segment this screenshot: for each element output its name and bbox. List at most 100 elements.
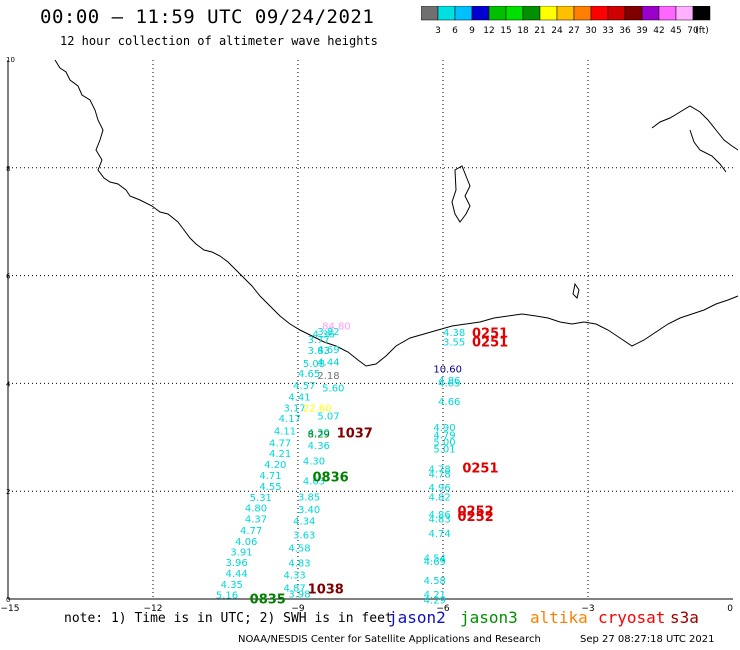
color-scale-bar: 3 6 9 12 15 18 21 24 27 30 33 36 39 42 45 70(ft) [421,6,711,36]
wave-height-point: 5.31 [250,493,272,504]
wave-height-point: 4.90 [433,423,455,434]
wave-height-point: 2.18 [317,371,339,382]
wave-height-point: 4.71 [259,471,281,482]
wave-height-point: 4.58 [288,544,310,555]
x-tick-label: −12 [144,604,163,614]
wave-height-point: 4.78 [429,464,451,475]
wave-height-point: 3.98 [288,589,310,600]
wave-height-point: 4.86 [429,510,451,521]
wave-height-point: 4.06 [235,537,257,548]
wave-height-point: 4.30 [303,456,325,467]
wave-height-point: 4.41 [288,393,310,404]
coastline-island-a [451,165,471,223]
wave-height-point: 3.55 [443,338,465,349]
legend-item-s3a: s3a [670,608,699,627]
coastline-main [54,59,739,367]
wave-height-point: 4.17 [279,414,301,425]
chart-title: 00:00 – 11:59 UTC 09/24/2021 [40,6,375,28]
wave-height-point: 4.35 [221,580,243,591]
y-tick-label: 6 [6,273,11,281]
colorbar-label: 45 [670,26,681,36]
colorbar-label: 12 [483,26,494,36]
wave-height-point: 4.11 [274,427,296,438]
data-points: 4.363.774.693.834.445.084.655.604.574.41… [216,322,508,608]
legend-item-jason2: jason2 [388,608,446,627]
y-tick-label: 2 [6,488,10,496]
chart-axes [7,60,733,600]
wave-height-point: 4.30 [308,428,330,439]
colorbar-label: 30 [585,26,597,36]
pass-time-label: 1038 [308,583,344,598]
wave-height-point: 3.96 [226,558,248,569]
x-tick-label: −6 [436,604,450,614]
pass-time-label: 0251 [462,461,498,476]
wave-height-point: 4.87 [284,583,306,594]
wave-height-point: 4.65 [298,369,320,380]
wave-height-point: 4.54 [424,553,446,564]
colorbar-label: 27 [568,26,579,36]
colorbar-label: 6 [452,26,458,36]
y-tick-label: 0 [6,596,10,604]
wave-height-point: 3.82 [317,327,339,338]
pass-time-label: 1037 [337,426,373,441]
coastline-island-b [651,105,739,173]
pass-time-label: 0251 [472,336,508,351]
wave-height-point: 4.77 [269,438,291,449]
wave-height-point: 4.29 [424,595,446,606]
wave-height-point: 4.65 [438,379,460,390]
colorbar-label: 42 [653,26,664,36]
colorbar-label: 36 [619,26,631,36]
wave-height-point: 8.29 [308,429,330,440]
wave-height-point: 4.55 [259,482,281,493]
wave-height-point: 3.91 [230,547,252,558]
wave-height-point: 4.58 [424,576,446,587]
pass-time-label: 0252 [458,510,494,525]
x-tick-label: −3 [581,604,594,614]
wave-height-point: 4.83 [429,514,451,525]
wave-height-point: 4.37 [245,514,267,525]
wave-height-point: 5.07 [317,412,339,423]
y-tick-label: 10 [6,56,15,64]
pass-time-label: 0251 [472,327,508,342]
chart-grid [8,60,733,599]
colorbar-label: 39 [636,26,648,36]
wave-height-point: 3.17 [284,403,306,414]
wave-height-point: 3.40 [298,505,320,516]
wave-height-point: 4.79 [433,430,455,441]
wave-height-point: 4.96 [429,483,451,494]
colorbar-cell [692,6,711,21]
x-tick-label: 0 [727,604,733,614]
colorbar-label: 24 [551,26,563,36]
wave-height-point: 4.82 [429,492,451,503]
wave-height-point: 4.77 [240,526,262,537]
wave-height-point: 4.66 [438,397,460,408]
wave-height-point: 22.60 [303,403,332,414]
footer-note: note: 1) Time is in UTC; 2) SWH is in fe… [64,611,393,626]
wave-height-point: 4.83 [288,559,310,570]
wave-height-point: 4.36 [313,330,335,341]
wave-height-point: 4.21 [269,449,291,460]
colorbar-label: 21 [534,26,545,36]
tick-labels: −15 −12 −9 −6 −3 0 0 2 4 6 8 10 [1,56,734,614]
timestamp-text: Sep 27 08:27:18 UTC 2021 [580,634,715,645]
wave-height-point: 3.83 [308,346,330,357]
wave-height-point: 5.08 [303,359,325,370]
wave-height-point: 5.00 [433,437,455,448]
pass-time-label: 0252 [458,504,494,519]
colorbar-label: 15 [500,26,511,36]
wave-height-point: 4.69 [424,557,446,568]
y-tick-label: 4 [6,380,11,388]
wave-height-point: 5.60 [322,383,344,394]
legend-item-jason3: jason3 [460,608,518,627]
coastline-island-c [572,282,580,299]
wave-height-point: 5.01 [433,444,455,455]
wave-height-point: 4.33 [284,571,306,582]
wave-height-point: 84.80 [322,322,351,333]
wave-height-point: 3.85 [298,492,320,503]
colorbar-unit: (ft) [695,26,709,36]
coastline-map [54,59,739,367]
wave-height-point: 4.38 [443,328,465,339]
wave-height-point: 4.21 [424,590,446,601]
wave-height-point: 4.80 [245,504,267,515]
